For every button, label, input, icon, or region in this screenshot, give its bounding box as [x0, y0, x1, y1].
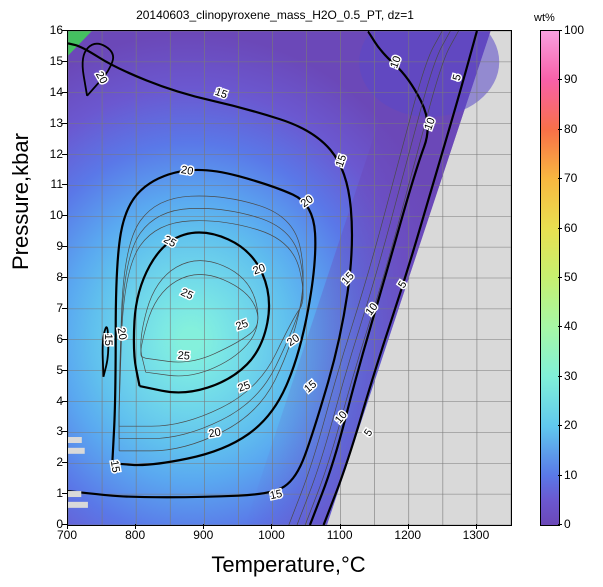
- colorbar-tick-label: 10: [564, 468, 577, 482]
- colorbar-tick-label: 0: [564, 517, 571, 531]
- plot-area: 2020202520201515151515101515101010555252…: [67, 30, 512, 526]
- y-tick-label: 15: [35, 54, 63, 68]
- colorbar-tick-label: 20: [564, 418, 577, 432]
- svg-text:20: 20: [180, 164, 194, 178]
- y-tick-label: 8: [35, 270, 63, 284]
- y-tick-label: 11: [35, 177, 63, 191]
- svg-text:20: 20: [208, 426, 222, 440]
- y-tick-label: 3: [35, 424, 63, 438]
- y-tick-label: 0: [35, 517, 63, 531]
- y-tick-label: 1: [35, 486, 63, 500]
- y-tick-label: 5: [35, 363, 63, 377]
- chart-container: 20140603_clinopyroxene_mass_H2O_0.5_PT, …: [0, 0, 603, 587]
- svg-text:15: 15: [102, 334, 114, 346]
- colorbar-tick: [558, 524, 562, 525]
- y-tick-label: 14: [35, 85, 63, 99]
- y-axis-label: Pressure,kbar: [8, 133, 34, 270]
- svg-text:25: 25: [177, 350, 190, 363]
- y-tick-label: 6: [35, 332, 63, 346]
- y-tick-label: 2: [35, 455, 63, 469]
- x-tick-label: 1300: [463, 528, 490, 542]
- x-tick-label: 800: [125, 528, 145, 542]
- x-tick-label: 1100: [327, 528, 353, 542]
- colorbar-tick: [558, 425, 562, 426]
- y-tick-label: 16: [35, 23, 63, 37]
- x-tick-label: 900: [193, 528, 213, 542]
- colorbar-tick-label: 50: [564, 270, 577, 284]
- colorbar-tick: [558, 475, 562, 476]
- y-tick-label: 12: [35, 147, 63, 161]
- y-tick-label: 10: [35, 208, 63, 222]
- x-axis-label: Temperature,°C: [67, 552, 510, 578]
- colorbar-tick: [558, 178, 562, 179]
- x-tick-label: 1200: [394, 528, 421, 542]
- plot-svg: 2020202520201515151515101515101010555252…: [68, 31, 511, 525]
- colorbar-tick: [558, 376, 562, 377]
- svg-text:15: 15: [108, 459, 122, 473]
- y-tick-label: 13: [35, 116, 63, 130]
- colorbar-tick: [558, 326, 562, 327]
- colorbar-tick-label: 80: [564, 122, 577, 136]
- colorbar-tick-label: 90: [564, 72, 577, 86]
- colorbar-tick-label: 100: [564, 23, 584, 37]
- y-tick-label: 9: [35, 239, 63, 253]
- colorbar-tick-label: 60: [564, 221, 577, 235]
- svg-text:15: 15: [269, 488, 283, 502]
- svg-text:20: 20: [115, 327, 129, 341]
- colorbar-tick: [558, 228, 562, 229]
- colorbar-tick-label: 40: [564, 319, 577, 333]
- colorbar-tick-label: 30: [564, 369, 577, 383]
- colorbar-tick: [558, 30, 562, 31]
- colorbar-tick: [558, 79, 562, 80]
- colorbar-tick: [558, 277, 562, 278]
- colorbar-tick-label: 70: [564, 171, 577, 185]
- colorbar-tick: [558, 129, 562, 130]
- colorbar: [540, 30, 560, 526]
- colorbar-title: wt%: [534, 12, 555, 24]
- y-tick-label: 4: [35, 394, 63, 408]
- x-tick-label: 1000: [258, 528, 285, 542]
- y-tick-label: 7: [35, 301, 63, 315]
- chart-title: 20140603_clinopyroxene_mass_H2O_0.5_PT, …: [0, 8, 550, 22]
